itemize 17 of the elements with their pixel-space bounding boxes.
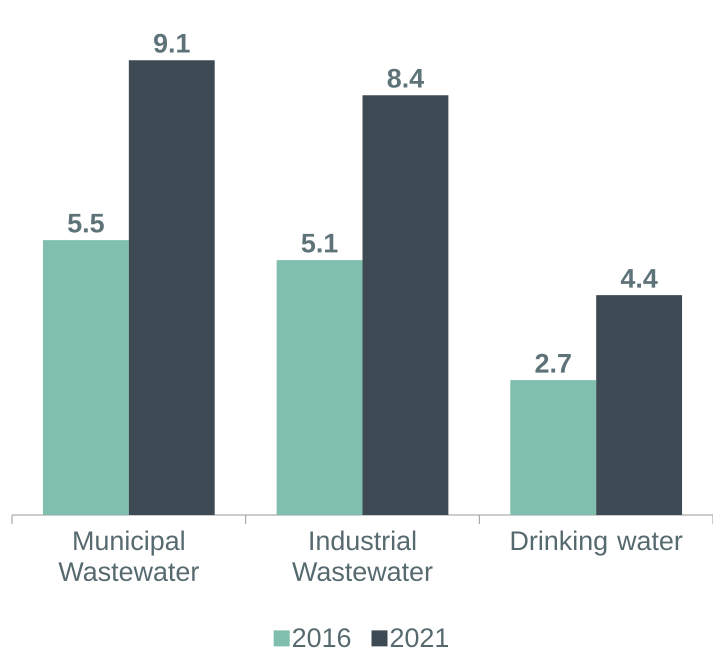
legend-label: 2021	[390, 628, 448, 648]
x-tick-label: Municipal Wastewater	[58, 530, 199, 582]
bar	[276, 260, 363, 515]
data-label: 2.7	[535, 354, 571, 373]
data-label: 5.1	[302, 234, 338, 253]
bar	[362, 95, 448, 515]
bar	[128, 60, 215, 515]
data-label: 9.1	[154, 34, 190, 53]
data-label: 5.5	[68, 214, 104, 233]
bar	[510, 380, 596, 515]
bar	[42, 240, 129, 515]
x-tick-label: Industrial Wastewater	[292, 530, 433, 582]
bar	[596, 295, 682, 515]
legend-label: 2016	[293, 628, 350, 648]
data-label: 4.4	[620, 269, 658, 288]
data-label: 8.4	[388, 68, 424, 88]
x-tick-label: Drinking water	[512, 530, 682, 556]
